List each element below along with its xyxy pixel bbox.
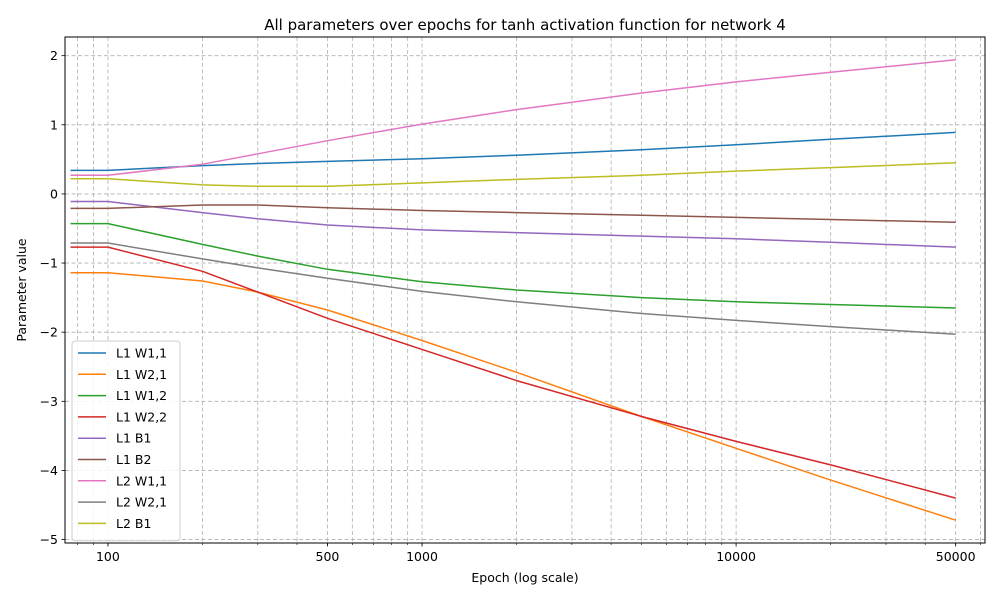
- legend-label: L2 W2,1: [116, 495, 167, 510]
- x-tick-label: 50000: [936, 549, 976, 564]
- y-tick-label: −4: [40, 463, 58, 478]
- series-line-l1-b2: [70, 204, 956, 224]
- y-tick-label: 2: [50, 48, 58, 63]
- x-tick-label: 10000: [716, 549, 756, 564]
- grid-lines: [65, 37, 985, 543]
- legend-label: L1 W2,2: [116, 409, 167, 424]
- y-tick-label: −1: [40, 256, 58, 271]
- x-tick-label: 500: [316, 549, 340, 564]
- y-axis-label: Parameter value: [14, 238, 29, 341]
- series-line-l1-w1-2: [70, 222, 956, 309]
- legend-label: L1 B2: [116, 452, 151, 467]
- legend: L1 W1,1 L1 W2,1 L1 W1,2 L1 W2,2 L1 B1 L1 B2 L2…: [71, 340, 181, 542]
- series-line-l1-b1: [70, 200, 956, 248]
- series-line-l2-w2-1: [70, 242, 956, 335]
- series-line-l1-w2-1: [70, 271, 956, 521]
- chart-title: All parameters over epochs for tanh acti…: [264, 16, 786, 34]
- series-line-l1-w2-2: [70, 246, 956, 499]
- y-tick-label: 0: [50, 186, 58, 201]
- y-tick-label: −3: [40, 394, 58, 409]
- y-tick-label: −5: [40, 532, 58, 547]
- legend-label: L1 W1,2: [116, 388, 167, 403]
- legend-label: L1 W1,1: [116, 346, 167, 361]
- x-axis-label: Epoch (log scale): [471, 570, 578, 585]
- y-tick-label: −2: [40, 325, 58, 340]
- x-axis-ticks: 100 500 1000 10000 50000: [77, 543, 981, 564]
- y-axis-ticks: −5 −4 −3 −2 −1 0 1 2: [40, 48, 65, 547]
- series-line-l2-w1-1: [70, 59, 956, 177]
- x-tick-label: 100: [96, 549, 120, 564]
- legend-label: L1 W2,1: [116, 367, 167, 382]
- legend-label: L1 B1: [116, 431, 151, 446]
- series-lines: [70, 59, 956, 521]
- legend-label: L2 W1,1: [116, 473, 167, 488]
- legend-label: L2 B1: [116, 516, 151, 531]
- legend-box: [71, 340, 181, 542]
- x-tick-label: 1000: [406, 549, 438, 564]
- series-line-l2-b1: [70, 162, 956, 188]
- plot-frame: [64, 36, 986, 544]
- y-tick-label: 1: [50, 117, 58, 132]
